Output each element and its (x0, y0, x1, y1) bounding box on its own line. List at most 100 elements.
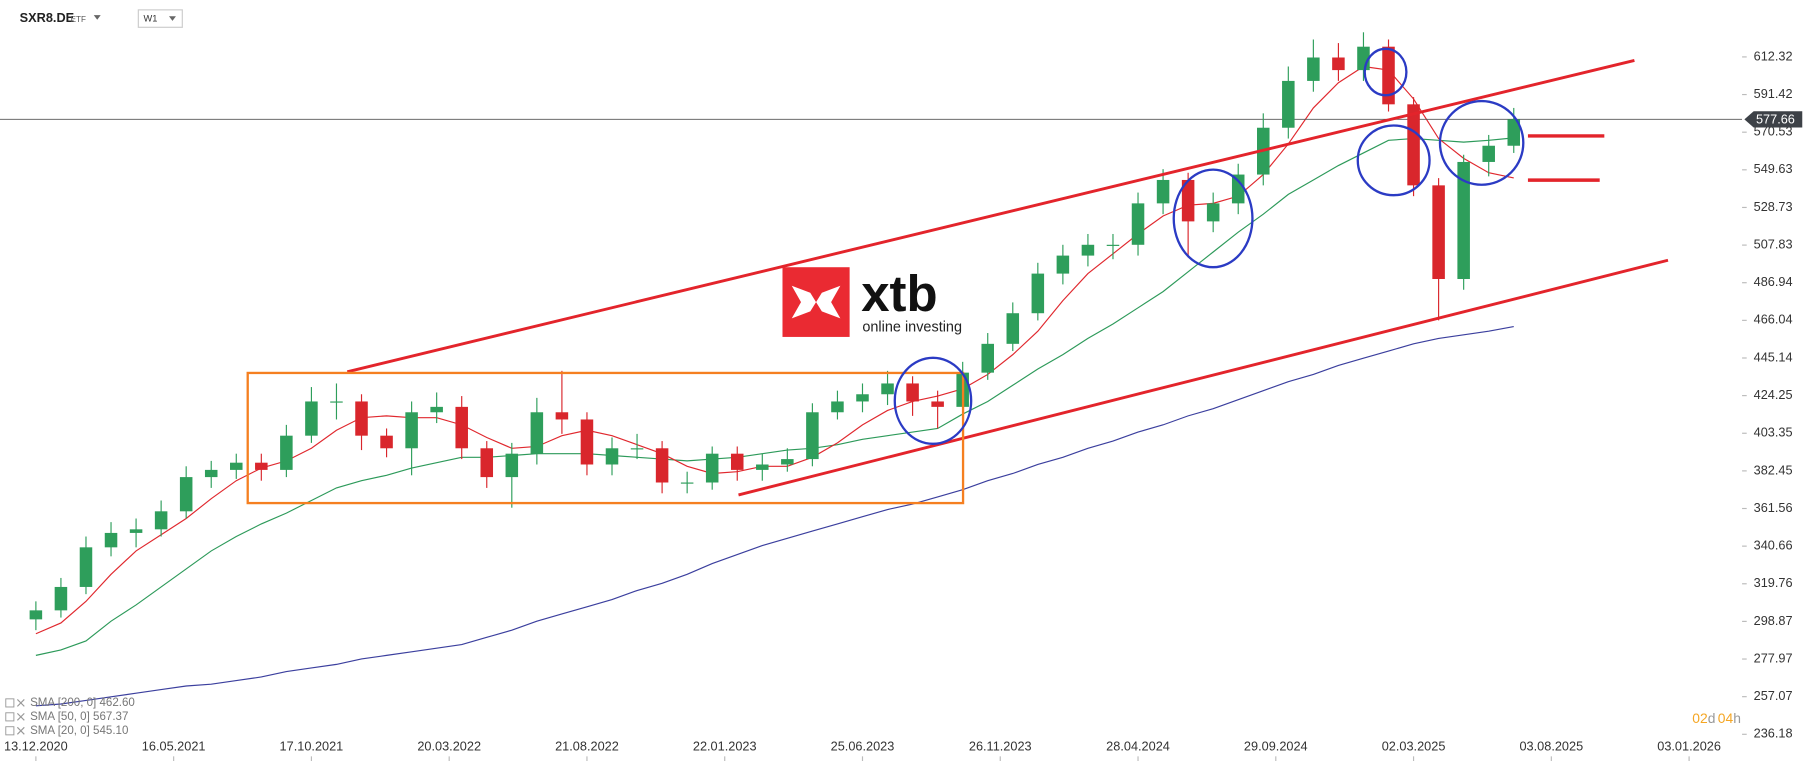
candle-body (29, 610, 43, 620)
candle-body (680, 482, 694, 484)
candle-body (480, 448, 494, 478)
candle-body (655, 448, 669, 483)
y-tick-label: 486.94 (1754, 274, 1793, 289)
candle-body (1432, 185, 1445, 280)
candle-body (1507, 119, 1521, 146)
candle-body (630, 448, 644, 450)
candle-body (1181, 179, 1195, 222)
candle-body (981, 343, 994, 373)
candle-body (1482, 145, 1495, 162)
sma-line (35, 65, 1514, 635)
x-tick-label: 21.08.2022 (555, 738, 619, 753)
candle-body (856, 394, 869, 402)
x-tick-label: 29.09.2024 (1244, 738, 1308, 753)
candle-body (179, 477, 193, 512)
candle-body (881, 383, 894, 395)
y-tick-label: 549.63 (1754, 161, 1793, 176)
sma-lines (35, 65, 1514, 707)
candle-body (430, 406, 443, 413)
interval-select[interactable] (137, 9, 183, 28)
x-tick-label: 13.12.2020 (4, 738, 68, 753)
candle-body (505, 453, 519, 478)
logo-tagline: online investing (862, 319, 962, 335)
candle-body (781, 459, 794, 465)
x-tick-label: 03.08.2025 (1519, 738, 1583, 753)
y-tick-label: 612.32 (1754, 48, 1793, 63)
candle-body (305, 401, 318, 436)
range-box (246, 371, 965, 505)
candle-body (931, 401, 944, 407)
y-tick-label: 528.73 (1754, 199, 1793, 214)
y-tick-label: 424.25 (1754, 387, 1793, 402)
y-tick-label: 340.66 (1754, 538, 1793, 553)
candle-body (1031, 273, 1045, 314)
channel-upper (346, 59, 1635, 374)
legend-remove (16, 699, 25, 707)
x-tick-label: 28.04.2024 (1106, 738, 1170, 753)
candle-body (129, 529, 143, 533)
legend-remove (16, 712, 25, 721)
y-tick-label: 257.07 (1754, 688, 1793, 703)
candle-body (705, 453, 719, 483)
candle-body (280, 435, 293, 470)
x-tick-label: 16.05.2021 (142, 738, 206, 753)
countdown-day-unit: d (1708, 710, 1716, 726)
candle-body (1457, 161, 1470, 280)
y-tick-label: 382.45 (1754, 462, 1793, 477)
candle-body (330, 401, 343, 403)
candle-body (455, 406, 468, 449)
candle-body (806, 412, 819, 460)
candle-body (204, 469, 218, 478)
x-tick-label: 17.10.2021 (280, 738, 344, 753)
candle-body (730, 453, 744, 470)
candle-body (1081, 244, 1095, 256)
x-tick-label: 02.03.2025 (1382, 738, 1446, 753)
candle-body (154, 511, 168, 530)
candle-body (1407, 104, 1420, 186)
annotations (246, 47, 1669, 505)
highlight-circle (1356, 124, 1431, 197)
y-tick-label: 507.83 (1754, 236, 1793, 251)
legend-label: SMA [20, 0] 545.10 (30, 725, 128, 737)
plot-layer (0, 32, 1743, 707)
candle-body (230, 462, 243, 470)
interval: W1 (144, 14, 158, 24)
candle-body (831, 401, 844, 413)
highlight-circle (1172, 168, 1254, 269)
y-tick-label: 403.35 (1754, 425, 1793, 440)
interval-caret (168, 16, 176, 21)
candle-body (380, 435, 393, 449)
candle-body (530, 412, 544, 454)
logo-mark (782, 267, 850, 337)
highlight-circle (1438, 99, 1525, 186)
logo-name: xtb (861, 265, 937, 322)
y-tick-label: 445.14 (1754, 349, 1793, 364)
symbol-dropdown[interactable] (93, 15, 101, 20)
candle-body (580, 419, 594, 465)
highlight-circle (893, 356, 973, 445)
highlight-circle (1363, 47, 1408, 97)
sma-line (35, 137, 1514, 656)
sma-line (35, 325, 1514, 707)
x-tick-label: 03.01.2026 (1657, 738, 1721, 753)
candle-body (1282, 80, 1295, 128)
legend-label: SMA [200, 0] 462.60 (30, 697, 135, 709)
y-tick-label: 298.87 (1754, 613, 1793, 628)
candle-body (1206, 203, 1220, 222)
logo: xtb online investing (782, 265, 962, 337)
price-tag-label: 577.66 (1756, 111, 1795, 126)
symbol[interactable]: SXR8.DE (20, 10, 74, 25)
y-tick-label: 236.18 (1754, 726, 1793, 741)
price-tag (1744, 111, 1803, 128)
candle-body (1307, 57, 1320, 81)
countdown-hour-unit: h (1733, 710, 1741, 726)
candle-body (1332, 57, 1345, 71)
x-tick-label: 22.01.2023 (693, 738, 757, 753)
y-tick-label: 361.56 (1754, 500, 1793, 515)
candle-body (1106, 244, 1120, 246)
x-tick-label: 20.03.2022 (417, 738, 481, 753)
y-tick-label: 466.04 (1754, 312, 1793, 327)
candle-body (1382, 46, 1395, 105)
